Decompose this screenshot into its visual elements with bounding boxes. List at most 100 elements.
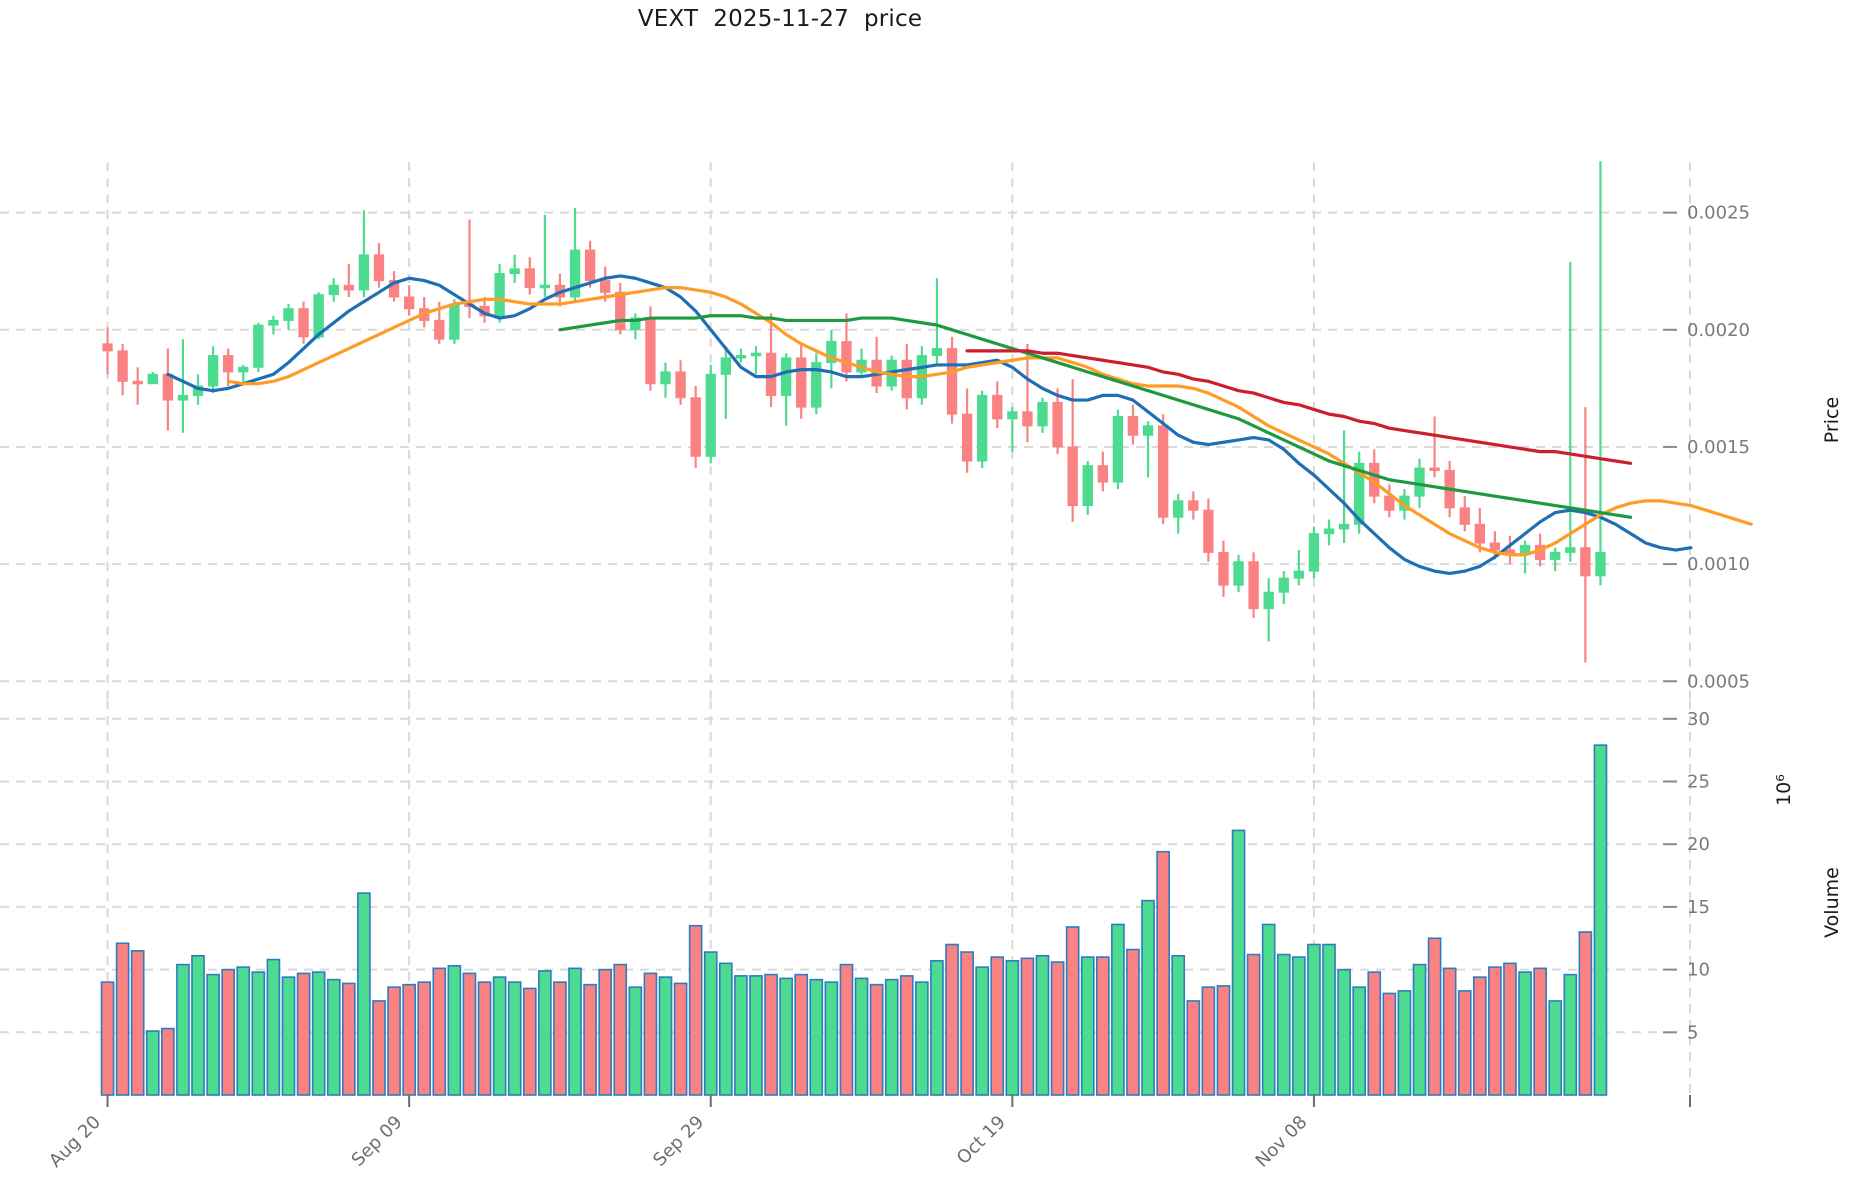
candle-body — [313, 294, 324, 338]
x-axis: Aug 20 Sep 09 Sep 29 Oct 19 Nov 08 — [45, 1095, 1691, 1172]
candle-body — [675, 371, 686, 399]
candle-body — [1157, 425, 1169, 518]
volume-bar — [206, 973, 220, 1096]
candle-body — [1489, 542, 1501, 551]
volume-bar — [432, 967, 447, 1096]
candle-body — [690, 397, 701, 457]
vertical-gridlines — [106, 162, 1691, 1095]
candle-body — [102, 343, 113, 352]
x-tick-label: Sep 29 — [649, 1112, 708, 1171]
candle-body — [735, 355, 747, 359]
volume-exponent-label: 10⁶ — [1773, 774, 1795, 806]
volume-tick-label: 10 — [1687, 960, 1710, 981]
candle-body — [1429, 467, 1440, 472]
candle-body — [403, 296, 415, 310]
volume-bar — [1382, 992, 1397, 1096]
volume-tick-label: 15 — [1687, 897, 1710, 918]
candle-body — [1233, 561, 1244, 586]
volume-bar — [960, 951, 974, 1096]
candle-body — [253, 324, 264, 368]
candle-body — [494, 273, 505, 317]
volume-bar — [462, 972, 477, 1096]
volume-bar — [1186, 1000, 1201, 1096]
candle-body — [720, 357, 731, 375]
candle-body — [147, 373, 158, 385]
volume-bar — [176, 963, 190, 1096]
price-tick-label: 0.0015 — [1687, 437, 1750, 458]
volume-bar — [145, 1030, 160, 1096]
candle-body — [1203, 509, 1214, 553]
volume-bar — [899, 975, 914, 1096]
volume-bar — [1563, 973, 1578, 1096]
candle-body — [1580, 547, 1591, 577]
volume-bar — [221, 968, 236, 1096]
volume-bar — [296, 972, 311, 1096]
price-axis-title: Price — [1821, 397, 1843, 443]
candle-body — [1112, 415, 1124, 483]
candle-body — [1308, 533, 1320, 572]
volume-bar — [1126, 948, 1140, 1096]
candle-body — [223, 355, 234, 373]
volume-bar — [1442, 967, 1457, 1096]
volume-bar — [492, 976, 507, 1096]
volume-bar — [824, 981, 839, 1096]
candle-body — [615, 291, 626, 331]
volume-tick-label: 5 — [1687, 1022, 1698, 1043]
volume-bar — [1292, 956, 1306, 1096]
candle-body — [1007, 411, 1018, 420]
volume-bar — [266, 958, 281, 1096]
volume-bar — [1533, 967, 1547, 1096]
volume-bar — [658, 976, 673, 1096]
volume-bar — [1111, 923, 1125, 1096]
x-tick-label: Nov 08 — [1252, 1112, 1312, 1172]
volume-bar — [1352, 986, 1367, 1096]
candle-body — [1293, 570, 1305, 579]
volume-bar — [794, 973, 809, 1096]
volume-bar — [809, 978, 824, 1096]
candle-body — [1188, 500, 1199, 511]
volume-bar — [1050, 961, 1065, 1096]
volume-bar — [1141, 899, 1155, 1096]
candle-body — [1248, 561, 1259, 610]
candle-body — [283, 308, 294, 321]
candle-body — [931, 348, 943, 357]
volume-bar — [1397, 990, 1412, 1096]
candle-body — [630, 317, 641, 331]
volume-bar — [553, 981, 567, 1096]
volume-bar — [1503, 962, 1517, 1096]
candle-body — [1173, 500, 1184, 518]
candle-body — [1263, 591, 1274, 610]
candle-body — [1459, 507, 1470, 525]
volume-bar — [1593, 744, 1608, 1096]
volume-bar — [1231, 829, 1246, 1096]
candle-body — [705, 373, 716, 457]
volume-bar — [1518, 971, 1532, 1096]
candle-body — [509, 268, 520, 275]
volume-bar — [311, 971, 326, 1096]
candle-body — [992, 394, 1003, 420]
volume-bar — [1488, 966, 1502, 1096]
volume-bar — [1080, 956, 1095, 1096]
volume-bar — [115, 942, 130, 1096]
candle-body — [1354, 462, 1365, 525]
candle-body — [1097, 465, 1108, 483]
volume-bar — [764, 973, 778, 1096]
candle-body — [645, 317, 656, 385]
candle-body — [750, 352, 762, 357]
volume-bar — [1261, 923, 1276, 1096]
volume-bar — [251, 971, 266, 1096]
candle-body — [780, 357, 792, 396]
candle-body — [826, 341, 837, 364]
ma-line-ma_xlong — [965, 349, 1633, 465]
volume-axis: 30 25 20 15 10 5 — [1663, 709, 1710, 1043]
volume-bar — [1548, 1000, 1563, 1096]
volume-bar — [326, 978, 341, 1096]
volume-bar — [718, 962, 733, 1096]
volume-bar — [1412, 963, 1427, 1096]
candle-body — [1323, 528, 1335, 535]
candle-body — [1082, 465, 1093, 507]
candle-body — [1550, 551, 1561, 560]
candle-body — [1384, 495, 1395, 511]
candle-body — [946, 348, 958, 415]
volume-tick-label: 20 — [1687, 834, 1710, 855]
